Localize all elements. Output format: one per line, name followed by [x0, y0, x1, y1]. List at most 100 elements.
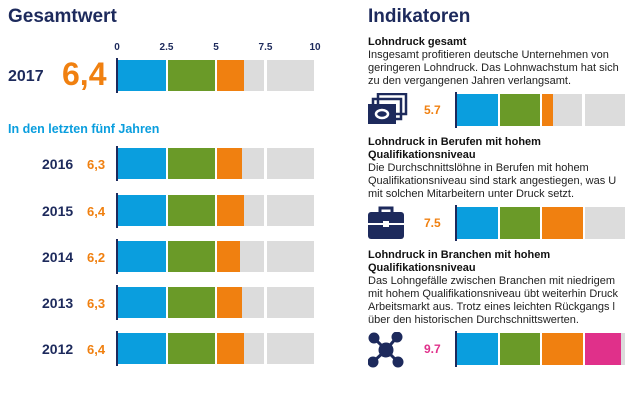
- indicator-title: Lohndruck in Berufen mit hohem Qualifika…: [368, 136, 541, 161]
- bar-2016: [116, 146, 315, 181]
- main-year: 2017: [8, 68, 44, 85]
- bar-segment: [117, 195, 166, 226]
- bar-remainder: [266, 333, 314, 364]
- indicator: Lohndruck in Berufen mit hohem Qualifika…: [368, 136, 626, 242]
- gesamtwert-title: Gesamtwert: [8, 6, 117, 27]
- bar-remainder: [239, 241, 265, 272]
- bar-segment: [456, 94, 498, 126]
- indicator-text: Insgesamt profitieren deutsche Unternehm…: [368, 49, 626, 88]
- bar-segment: [167, 333, 215, 364]
- indicator-text-line: zu den vergangenen Jahren verlangsamt.: [368, 75, 572, 87]
- tick-label: 2.5: [159, 42, 174, 53]
- axis-line: [116, 331, 118, 366]
- bar-segment: [217, 241, 240, 272]
- indikatoren-title: Indikatoren: [368, 6, 471, 27]
- axis-line: [455, 331, 457, 367]
- indicator-text-line: Arbeitsmarkt aus. Trotz eines leichten R…: [368, 301, 616, 313]
- bar-segment: [499, 207, 540, 239]
- year-label: 2013: [42, 295, 74, 311]
- bar-remainder: [584, 207, 625, 239]
- bar-segment: [217, 287, 242, 318]
- bar-segment: [117, 333, 166, 364]
- bar-segment: [117, 241, 166, 272]
- value-label: 6,4: [87, 342, 106, 357]
- tick-label: 0: [114, 42, 120, 53]
- indicator-text-line: Insgesamt profitieren deutsche Unternehm…: [368, 49, 609, 61]
- bar-segment: [117, 60, 166, 91]
- bar-remainder: [620, 333, 625, 365]
- subtitle: In den letzten fünf Jahren: [8, 122, 160, 136]
- bar-remainder: [243, 333, 265, 364]
- axis-line: [116, 193, 118, 228]
- bar-2013: [116, 285, 315, 320]
- year-label: 2012: [42, 341, 74, 357]
- indicator-text-line: Das Lohngefälle zwischen Branchen mit ni…: [368, 275, 616, 287]
- bar-remainder: [552, 94, 583, 126]
- bar-2017: [116, 58, 315, 93]
- bar-segment: [117, 287, 166, 318]
- bar-segment: [167, 195, 215, 226]
- indicator: Lohndruck gesamt Insgesamt profitieren de…: [368, 36, 626, 129]
- bar-segment: [167, 287, 215, 318]
- bar-2015: [116, 193, 315, 228]
- bar-2014: [116, 239, 315, 274]
- bar-remainder: [266, 195, 314, 226]
- year-label: 2014: [42, 249, 74, 265]
- indicator-bar-row: 5.7: [368, 92, 626, 132]
- indicator-text-line: geringeren Lohndruck. Das Lohnwachstum h…: [368, 62, 619, 74]
- bar-remainder: [243, 195, 265, 226]
- bar-segment: [217, 333, 244, 364]
- indicator-value: 9.7: [424, 342, 441, 356]
- indicator: Lohndruck in Branchen mit hohem Qualifik…: [367, 249, 626, 368]
- indicator-value: 5.7: [424, 103, 441, 117]
- bar-segment: [217, 60, 244, 91]
- bar-segment: [217, 148, 242, 179]
- indicator-bar: [455, 331, 626, 367]
- indicator-bar-row: 7.5: [368, 205, 626, 242]
- bar-remainder: [266, 241, 314, 272]
- indicator-title: Lohndruck gesamt: [368, 36, 467, 48]
- year-label: 2016: [42, 156, 74, 172]
- bar-segment: [499, 94, 540, 126]
- indicator-title: Lohndruck in Branchen mit hohem Qualifik…: [368, 249, 551, 274]
- tick-label: 5: [213, 42, 219, 53]
- bar-segment: [167, 60, 215, 91]
- indicator-text-line: Qualifikationsniveau sind stark angestie…: [368, 175, 617, 187]
- indicator-text-line: Die Durchschnittslöhne in Berufen mit ho…: [368, 162, 589, 174]
- bar-remainder: [243, 60, 265, 91]
- value-label: 6,4: [87, 204, 106, 219]
- indicator-bar: [455, 92, 626, 128]
- indicator-text-line: mit hohem Qualifikationsniveau übt weite…: [368, 288, 619, 300]
- indicator-text: Die Durchschnittslöhne in Berufen mit ho…: [368, 162, 626, 201]
- indicator-value: 7.5: [424, 216, 441, 230]
- bar-segment: [542, 207, 583, 239]
- indicator-bar-row: 9.7: [367, 331, 626, 368]
- axis-line: [116, 239, 118, 274]
- bar-remainder: [584, 94, 625, 126]
- value-label: 6,3: [87, 296, 106, 311]
- bar-remainder: [266, 287, 314, 318]
- bar-segment: [584, 333, 621, 365]
- indicator-bar: [455, 205, 626, 241]
- bar-2012: [116, 331, 315, 366]
- bar-segment: [499, 333, 540, 365]
- bar-segment: [542, 333, 583, 365]
- value-label: 6,2: [87, 250, 106, 265]
- bar-segment: [456, 207, 498, 239]
- indicator-text-line: mit solchen Mitarbeitern unter Druck set…: [368, 188, 575, 200]
- axis-line: [455, 92, 457, 128]
- money-icon: [368, 92, 408, 132]
- bar-remainder: [266, 148, 314, 179]
- bar-segment: [167, 148, 215, 179]
- bar-remainder: [266, 60, 314, 91]
- year-label: 2015: [42, 203, 74, 219]
- axis-line: [116, 58, 118, 93]
- axis-line: [116, 285, 118, 320]
- tick-label: 7.5: [258, 42, 273, 53]
- tick-label: 10: [309, 42, 321, 53]
- main-value: 6,4: [62, 56, 107, 92]
- bar-remainder: [241, 287, 265, 318]
- bar-segment: [167, 241, 215, 272]
- indicator-text-line: über den historischen Durchschnittswerte…: [368, 314, 579, 326]
- bar-segment: [542, 94, 553, 126]
